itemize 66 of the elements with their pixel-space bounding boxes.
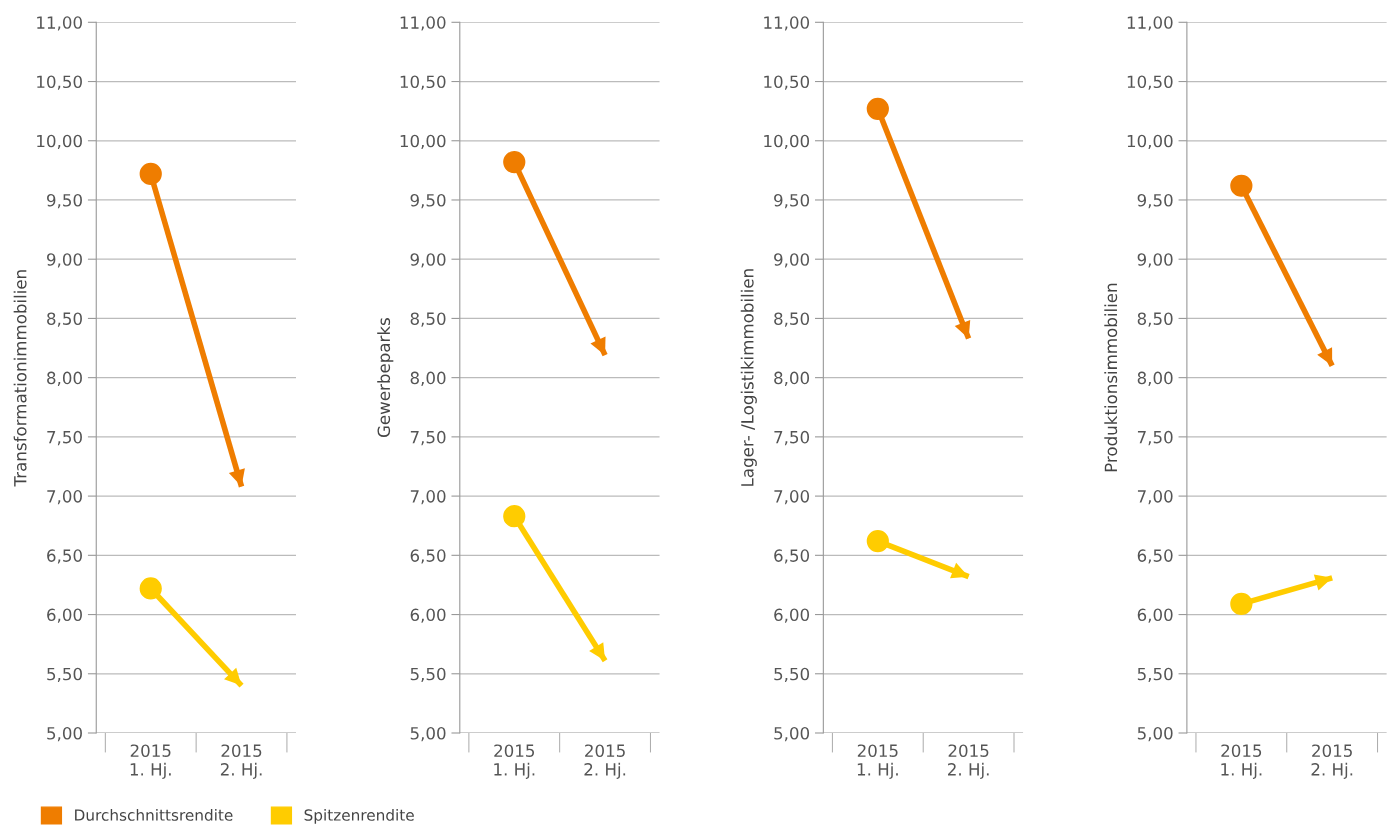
legend-label: Durchschnittsrendite [75, 808, 233, 821]
y-tick-label: 6,00 [1137, 608, 1173, 623]
y-axis-title: Produktionsimmobilien [1104, 283, 1118, 472]
x-tick-label: 2015 1. Hj. [130, 744, 171, 779]
y-tick-label: 5,00 [410, 726, 446, 742]
x-tick-label: 2015 2. Hj. [220, 744, 262, 779]
legend-label: Spitzenrendite [304, 808, 414, 824]
y-tick-label: 9,00 [410, 253, 446, 268]
y-tick-label: 6,00 [410, 608, 446, 623]
y-tick-label: 6,00 [774, 608, 810, 623]
y-tick-label: 5,00 [1137, 726, 1173, 742]
y-tick-label: 7,50 [1137, 430, 1173, 446]
y-tick-label: 9,50 [47, 193, 82, 209]
y-axis-title: Lager- /Logistikimmobilien [740, 269, 757, 486]
y-tick-label: 10,50 [400, 75, 446, 90]
y-axis-title: Transformationimmobilien [13, 270, 27, 487]
y-tick-label: 8,50 [410, 312, 446, 327]
y-tick-label: 6,50 [774, 549, 810, 564]
y-tick-label: 6,00 [47, 608, 82, 623]
y-tick-label: 7,00 [410, 490, 446, 505]
y-tick-label: 6,50 [47, 549, 82, 564]
y-tick-label: 7,00 [774, 490, 810, 505]
y-tick-label: 8,50 [1137, 312, 1173, 327]
y-tick-label: 6,50 [1137, 549, 1173, 564]
y-tick-label: 5,00 [774, 726, 810, 742]
y-tick-label: 6,50 [410, 549, 446, 564]
y-tick-label: 10,50 [764, 75, 810, 90]
y-tick-label: 11,00 [400, 16, 446, 31]
y-tick-label: 5,50 [47, 667, 82, 683]
y-tick-label: 9,50 [410, 193, 446, 209]
y-tick-label: 11,00 [37, 16, 82, 31]
y-tick-label: 9,00 [47, 253, 82, 268]
y-tick-label: 10,50 [1127, 75, 1173, 90]
y-tick-label: 11,00 [764, 16, 810, 31]
y-tick-label: 8,50 [774, 312, 810, 327]
y-tick-label: 5,50 [774, 667, 810, 683]
x-tick-label: 2015 1. Hj. [494, 744, 535, 779]
y-tick-label: 10,50 [37, 75, 82, 90]
x-tick-label: 2015 2. Hj. [1311, 744, 1353, 779]
y-tick-label: 9,00 [1137, 253, 1173, 268]
y-tick-label: 11,00 [1127, 16, 1173, 31]
y-tick-label: 8,00 [774, 371, 810, 386]
y-tick-label: 9,50 [774, 193, 810, 209]
x-tick-label: 2015 2. Hj. [948, 744, 989, 779]
y-tick-label: 7,50 [774, 430, 810, 446]
x-tick-label: 2015 1. Hj. [1221, 744, 1262, 779]
y-tick-label: 10,00 [37, 134, 82, 150]
y-tick-label: 8,50 [47, 312, 82, 327]
y-tick-label: 10,00 [400, 134, 446, 150]
y-tick-label: 10,00 [1127, 134, 1173, 150]
y-tick-label: 8,00 [1137, 371, 1173, 386]
y-tick-label: 10,00 [764, 134, 810, 150]
y-tick-label: 9,00 [774, 253, 810, 268]
y-tick-label: 7,00 [1137, 490, 1173, 505]
y-tick-label: 8,00 [47, 371, 82, 386]
y-axis-title: Gewerbeparks [377, 318, 394, 438]
y-tick-label: 5,00 [47, 726, 82, 742]
y-tick-label: 8,00 [410, 371, 446, 386]
y-tick-label: 7,00 [47, 490, 82, 505]
x-tick-label: 2015 1. Hj. [857, 744, 898, 779]
y-tick-label: 5,50 [1137, 667, 1173, 683]
y-tick-label: 7,50 [410, 430, 446, 446]
y-tick-label: 5,50 [410, 667, 446, 683]
y-tick-label: 9,50 [1137, 193, 1173, 209]
y-tick-label: 7,50 [47, 430, 82, 446]
x-tick-label: 2015 2. Hj. [584, 744, 626, 779]
